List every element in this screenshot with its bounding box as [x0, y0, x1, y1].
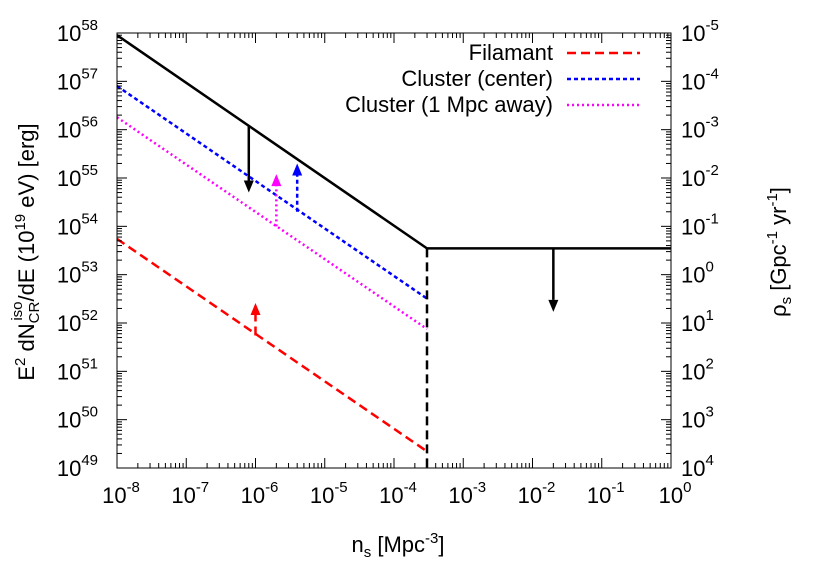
y2-tick-label: 100: [681, 259, 714, 288]
y-tick-label: 1054: [57, 210, 98, 239]
y2-tick-label: 10-2: [681, 162, 719, 191]
x-tick-label: 10-7: [171, 479, 209, 508]
y-axis-label: E2 dNCRiso/dE (1019 eV) [erg]: [9, 123, 43, 380]
y2-axis-label: ρs [Gpc-1 yr-1]: [764, 187, 795, 317]
y2-tick-labels: 104 103 102 101 100 10-1 10-2 10-3 10-4 10-5: [681, 17, 719, 481]
x-tick-label: 10-8: [102, 479, 140, 508]
y-tick-label: 1057: [57, 65, 98, 94]
legend-label-2: Cluster (1 Mpc away): [345, 92, 553, 117]
series-layer: [116, 34, 671, 468]
arrow-head-0: [243, 180, 254, 193]
x-axis-label: ns [Mpc-3]: [351, 530, 444, 561]
y2-tick-label: 101: [681, 307, 714, 336]
y2-tick-label: 10-4: [681, 65, 719, 94]
y-tick-label: 1055: [57, 162, 98, 191]
x-tick-label: 10-6: [241, 479, 279, 508]
y-tick-labels: 1049 1050 1051 1052 1053 1054 1055 1056 1057 1058: [57, 17, 98, 481]
legend-label-1: Cluster (center): [401, 66, 553, 91]
y2-tick-label: 10-1: [681, 210, 719, 239]
x-tick-label: 10-3: [448, 479, 486, 508]
y2-tick-label: 10-3: [681, 114, 719, 143]
arrow-head-3: [271, 174, 282, 187]
x-tick-labels: 10-8 10-7 10-6 10-5 10-4 10-3 10-2 10-1 100: [102, 479, 691, 508]
y-tick-label: 1050: [57, 404, 98, 433]
y2-tick-label: 10-5: [681, 17, 719, 46]
y-tick-label: 1056: [57, 114, 98, 143]
tick-marks: [116, 32, 672, 469]
x-tick-label: 10-2: [518, 479, 556, 508]
arrow-layer: [243, 125, 559, 336]
y-tick-label: 1049: [57, 452, 98, 481]
arrow-head-1: [548, 299, 559, 312]
y-tick-label: 1051: [57, 355, 98, 384]
series-line-1: [116, 84, 428, 300]
x-tick-label: 10-1: [587, 479, 625, 508]
y2-tick-label: 103: [681, 404, 714, 433]
x-tick-label: 100: [659, 479, 692, 508]
y2-tick-label: 102: [681, 355, 714, 384]
x-tick-label: 10-5: [310, 479, 348, 508]
plot-area: [116, 32, 672, 469]
y2-tick-label: 104: [681, 452, 714, 481]
series-line-0: [116, 237, 428, 453]
legend-label-0: Filamant: [469, 40, 553, 65]
arrow-head-4: [250, 302, 261, 315]
arrow-head-2: [292, 163, 303, 176]
y-tick-label: 1053: [57, 259, 98, 288]
y-tick-label: 1052: [57, 307, 98, 336]
series-line-2: [116, 116, 428, 331]
y-tick-label: 1058: [57, 17, 98, 46]
x-tick-label: 10-4: [379, 479, 417, 508]
